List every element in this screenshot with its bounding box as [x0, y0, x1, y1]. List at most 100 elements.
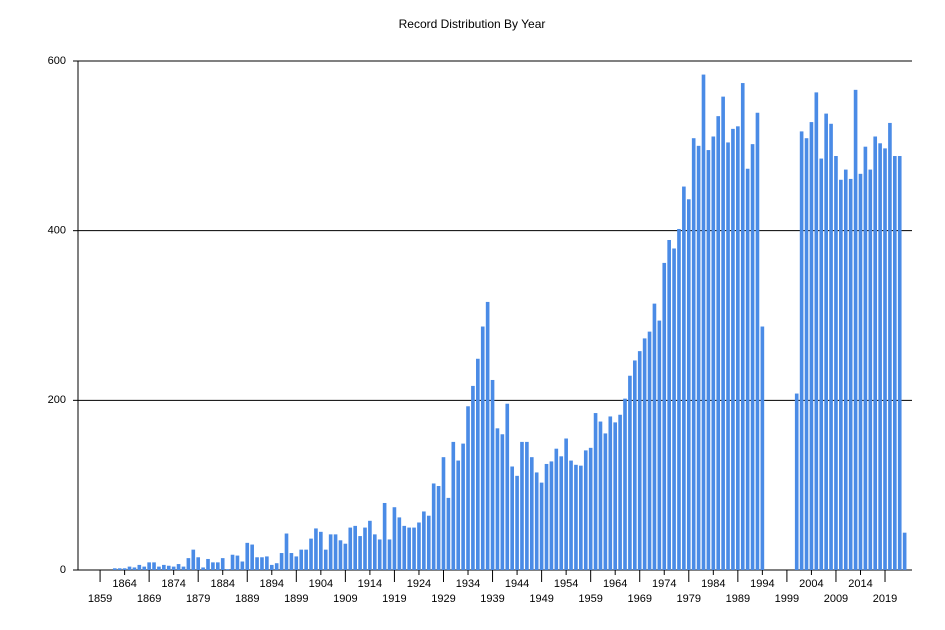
bar: [726, 142, 730, 570]
bar: [564, 438, 568, 570]
bar: [132, 567, 137, 570]
bar: [672, 248, 676, 570]
bar: [265, 556, 269, 570]
bar: [211, 562, 215, 570]
bar: [157, 566, 161, 570]
bar: [372, 534, 377, 570]
bar: [843, 169, 848, 570]
bar: [633, 360, 637, 570]
x-tick-label: 1859: [88, 593, 112, 605]
bar: [304, 549, 308, 570]
x-tick-label: 1879: [186, 593, 210, 605]
bar: [858, 173, 863, 570]
bar: [446, 497, 451, 570]
x-tick-label: 1934: [456, 578, 480, 590]
bar: [691, 138, 696, 570]
bar: [608, 416, 613, 570]
bar: [495, 428, 500, 570]
bar: [245, 542, 250, 570]
bar: [902, 532, 907, 570]
bar: [426, 515, 431, 570]
bar: [667, 239, 671, 570]
bar: [196, 557, 201, 570]
bar: [314, 528, 318, 570]
x-tick-label: 2009: [824, 593, 848, 605]
bar: [461, 443, 465, 570]
bar: [353, 525, 357, 570]
bar: [377, 539, 382, 570]
bar: [186, 558, 191, 570]
bar: [397, 517, 402, 570]
bar: [216, 562, 220, 570]
bar: [250, 544, 254, 570]
bar: [255, 557, 259, 570]
x-tick-label: 2014: [848, 578, 872, 590]
bar: [628, 375, 632, 570]
bar: [260, 557, 264, 570]
bar: [358, 536, 362, 570]
bar: [152, 562, 156, 570]
bar: [368, 520, 372, 570]
bar: [647, 331, 652, 570]
x-tick-label: 1989: [726, 593, 750, 605]
x-tick-label: 1914: [358, 578, 382, 590]
bar: [539, 482, 544, 570]
bar: [569, 460, 573, 570]
bar: [363, 527, 367, 570]
x-tick-label: 1959: [578, 593, 602, 605]
bar: [819, 158, 824, 570]
x-tick-label: 2004: [799, 578, 823, 590]
bar: [235, 555, 240, 570]
bar: [662, 262, 667, 570]
bar: [613, 422, 618, 570]
bar: [289, 553, 294, 570]
bar: [731, 128, 735, 570]
bar: [476, 358, 480, 570]
x-tick-label: 1904: [309, 578, 333, 590]
bar: [701, 74, 706, 570]
bar: [897, 156, 902, 570]
bar: [799, 131, 804, 570]
x-tick-label: 1864: [112, 578, 136, 590]
bar: [319, 531, 323, 570]
bar: [441, 457, 446, 570]
x-tick-label: 1944: [505, 578, 529, 590]
x-tick-label: 1954: [554, 578, 578, 590]
bar: [147, 562, 151, 570]
bar: [794, 393, 799, 570]
x-tick-label: 1874: [161, 578, 185, 590]
bar: [279, 553, 284, 570]
bar: [574, 464, 578, 570]
bar: [171, 566, 176, 570]
bar: [220, 558, 225, 570]
y-tick-label: 0: [60, 564, 66, 576]
bar: [436, 486, 441, 570]
bar: [112, 568, 117, 570]
bar: [637, 351, 642, 570]
bar: [348, 527, 353, 570]
bar: [760, 326, 765, 570]
bar: [623, 398, 627, 570]
bar: [593, 413, 598, 570]
x-tick-label: 1889: [235, 593, 259, 605]
bar: [809, 122, 814, 570]
bar: [588, 447, 593, 570]
bar: [525, 441, 529, 570]
bar: [407, 527, 411, 570]
bar: [466, 406, 470, 570]
bar: [834, 156, 838, 570]
bar: [804, 138, 809, 570]
bar: [230, 554, 235, 570]
bar: [721, 96, 725, 570]
bar: [181, 566, 186, 570]
bar: [652, 303, 657, 570]
bar: [225, 569, 230, 570]
bar: [451, 441, 456, 570]
bar: [417, 522, 421, 570]
x-tick-label: 1924: [407, 578, 431, 590]
bar: [696, 145, 701, 571]
x-tick-label: 1949: [529, 593, 553, 605]
bar: [471, 385, 475, 570]
bar: [402, 525, 407, 570]
